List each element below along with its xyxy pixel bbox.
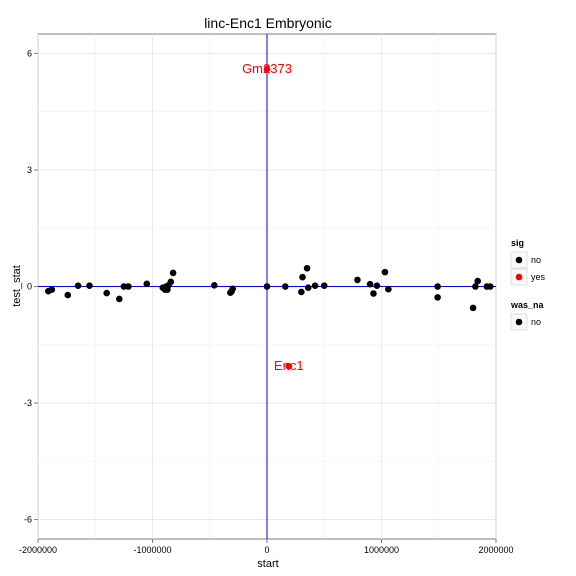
legend-marker [515, 273, 523, 281]
legend-entry-label: no [531, 317, 541, 327]
y-axis-ticks: -6 -3 0 3 6 [24, 48, 38, 525]
legend-letter-glyph: a [517, 256, 522, 265]
data-point-no [211, 282, 218, 289]
data-point-no [298, 288, 305, 296]
data-point-no [472, 283, 479, 290]
chart-title: linc-Enc1 Embryonic [204, 15, 332, 31]
data-point-no [64, 291, 72, 299]
legend-marker [515, 256, 523, 264]
data-point-no [303, 264, 311, 272]
data-point-no [486, 283, 494, 290]
y-tick-label: 6 [27, 48, 32, 58]
data-point-no [115, 295, 123, 303]
x-tick-label: 2000000 [478, 545, 513, 555]
legend-title: sig [511, 238, 524, 248]
point-label: Gm2373 [242, 61, 292, 76]
x-tick-label: 1000000 [364, 545, 399, 555]
data-point-yes [285, 362, 293, 370]
y-tick-label: -3 [24, 398, 32, 408]
data-point-no [469, 304, 477, 312]
data-point-no [373, 282, 381, 290]
data-point-no [299, 273, 306, 281]
data-point-no [311, 282, 319, 290]
y-axis-label: test_stat [11, 265, 23, 307]
data-point-no [86, 282, 93, 290]
x-axis-label: start [257, 558, 278, 570]
data-point-no [167, 278, 175, 286]
legend-entry-label: yes [531, 272, 546, 282]
data-point-no [143, 280, 151, 288]
data-point-no [74, 282, 82, 290]
data-point-no [434, 283, 441, 290]
data-point-no [474, 277, 481, 285]
y-tick-label: 3 [27, 165, 32, 175]
point-label: Enc1 [274, 358, 304, 373]
x-tick-label: -2000000 [19, 545, 57, 555]
data-point-no [120, 283, 128, 290]
legend-title: was_na [510, 300, 545, 310]
data-point-yes [263, 65, 271, 73]
legend-entry-label: no [531, 255, 541, 265]
data-point-no [320, 282, 328, 290]
data-point-no [354, 276, 361, 284]
legend-marker [515, 318, 523, 326]
point-labels: Gm2373 Enc1 [242, 61, 304, 373]
data-point-no [282, 283, 289, 290]
data-point-no [366, 280, 374, 288]
x-tick-label: -1000000 [133, 545, 171, 555]
data-point-no [169, 269, 177, 277]
data-point-no [125, 283, 132, 290]
data-point-no [381, 268, 389, 276]
data-point-no [229, 285, 236, 293]
y-tick-label: -6 [24, 515, 32, 525]
y-tick-label: 0 [27, 282, 32, 292]
data-points [45, 65, 494, 370]
x-axis-ticks: -2000000 -1000000 0 1000000 2000000 [19, 539, 514, 555]
data-point-no [263, 283, 271, 290]
data-point-no [103, 289, 110, 297]
x-tick-label: 0 [264, 545, 269, 555]
data-point-no [434, 294, 441, 301]
data-point-no [385, 285, 392, 293]
legend-letter-glyph: a [517, 273, 522, 282]
data-point-no [48, 286, 56, 293]
data-point-no [304, 284, 312, 291]
data-point-no [370, 290, 377, 297]
